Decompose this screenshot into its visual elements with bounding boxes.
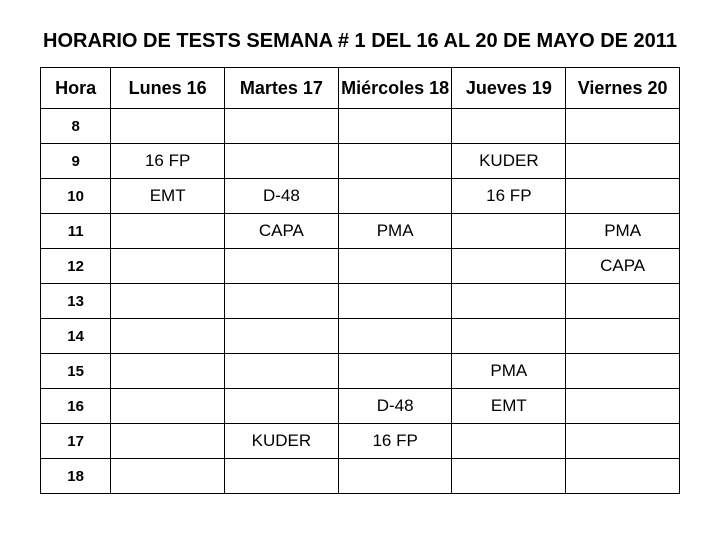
table-row: 15 PMA [41, 354, 680, 389]
schedule-cell [338, 319, 452, 354]
hour-cell: 8 [41, 109, 111, 144]
schedule-cell [338, 179, 452, 214]
schedule-cell: 16 FP [338, 424, 452, 459]
schedule-table: Hora Lunes 16 Martes 17 Miércoles 18 Jue… [40, 67, 680, 494]
schedule-cell [452, 249, 566, 284]
hour-cell: 12 [41, 249, 111, 284]
schedule-cell: D-48 [338, 389, 452, 424]
schedule-cell [566, 459, 680, 494]
schedule-cell: EMT [111, 179, 225, 214]
schedule-cell [338, 109, 452, 144]
schedule-cell [566, 144, 680, 179]
schedule-cell [566, 389, 680, 424]
schedule-cell [452, 284, 566, 319]
hour-cell: 14 [41, 319, 111, 354]
table-row: 17 KUDER16 FP [41, 424, 680, 459]
col-header-martes: Martes 17 [225, 68, 339, 109]
col-header-jueves: Jueves 19 [452, 68, 566, 109]
schedule-cell: EMT [452, 389, 566, 424]
schedule-cell [452, 459, 566, 494]
col-header-lunes: Lunes 16 [111, 68, 225, 109]
table-row: 916 FP KUDER [41, 144, 680, 179]
table-row: 14 [41, 319, 680, 354]
schedule-cell [338, 354, 452, 389]
schedule-cell [566, 109, 680, 144]
schedule-cell [452, 109, 566, 144]
schedule-cell: PMA [452, 354, 566, 389]
hour-cell: 13 [41, 284, 111, 319]
schedule-cell [566, 319, 680, 354]
schedule-cell [338, 459, 452, 494]
schedule-cell [225, 109, 339, 144]
col-header-hora: Hora [41, 68, 111, 109]
schedule-cell [566, 284, 680, 319]
table-row: 8 [41, 109, 680, 144]
schedule-cell [566, 424, 680, 459]
hour-cell: 15 [41, 354, 111, 389]
schedule-cell [111, 319, 225, 354]
schedule-cell [111, 214, 225, 249]
schedule-cell [111, 109, 225, 144]
schedule-cell: KUDER [225, 424, 339, 459]
schedule-cell [566, 354, 680, 389]
table-row: 12 CAPA [41, 249, 680, 284]
hour-cell: 11 [41, 214, 111, 249]
schedule-cell [566, 179, 680, 214]
schedule-cell [111, 249, 225, 284]
header-row: Hora Lunes 16 Martes 17 Miércoles 18 Jue… [41, 68, 680, 109]
schedule-cell [452, 214, 566, 249]
schedule-cell: PMA [566, 214, 680, 249]
schedule-cell [111, 459, 225, 494]
schedule-cell [452, 424, 566, 459]
schedule-cell: 16 FP [452, 179, 566, 214]
schedule-cell [111, 389, 225, 424]
schedule-cell [452, 319, 566, 354]
schedule-cell [225, 284, 339, 319]
hour-cell: 17 [41, 424, 111, 459]
schedule-cell [111, 424, 225, 459]
hour-cell: 18 [41, 459, 111, 494]
hour-cell: 16 [41, 389, 111, 424]
table-row: 16 D-48EMT [41, 389, 680, 424]
table-row: 18 [41, 459, 680, 494]
schedule-cell [111, 354, 225, 389]
table-body: 8916 FPKUDER10EMTD-4816 FP11CAPAPMAPMA12… [41, 109, 680, 494]
schedule-cell [111, 284, 225, 319]
schedule-cell [338, 284, 452, 319]
page-title: HORARIO DE TESTS SEMANA # 1 DEL 16 AL 20… [40, 30, 680, 53]
schedule-cell [225, 389, 339, 424]
schedule-cell: CAPA [566, 249, 680, 284]
table-row: 11CAPAPMAPMA [41, 214, 680, 249]
schedule-cell [225, 144, 339, 179]
schedule-cell: PMA [338, 214, 452, 249]
table-row: 13 [41, 284, 680, 319]
schedule-cell [225, 354, 339, 389]
hour-cell: 9 [41, 144, 111, 179]
schedule-cell [338, 144, 452, 179]
schedule-cell: 16 FP [111, 144, 225, 179]
schedule-cell [225, 459, 339, 494]
schedule-cell: CAPA [225, 214, 339, 249]
schedule-cell [225, 249, 339, 284]
col-header-miercoles: Miércoles 18 [338, 68, 452, 109]
schedule-cell [338, 249, 452, 284]
schedule-cell: KUDER [452, 144, 566, 179]
col-header-viernes: Viernes 20 [566, 68, 680, 109]
schedule-cell: D-48 [225, 179, 339, 214]
schedule-cell [225, 319, 339, 354]
table-row: 10EMTD-48 16 FP [41, 179, 680, 214]
hour-cell: 10 [41, 179, 111, 214]
